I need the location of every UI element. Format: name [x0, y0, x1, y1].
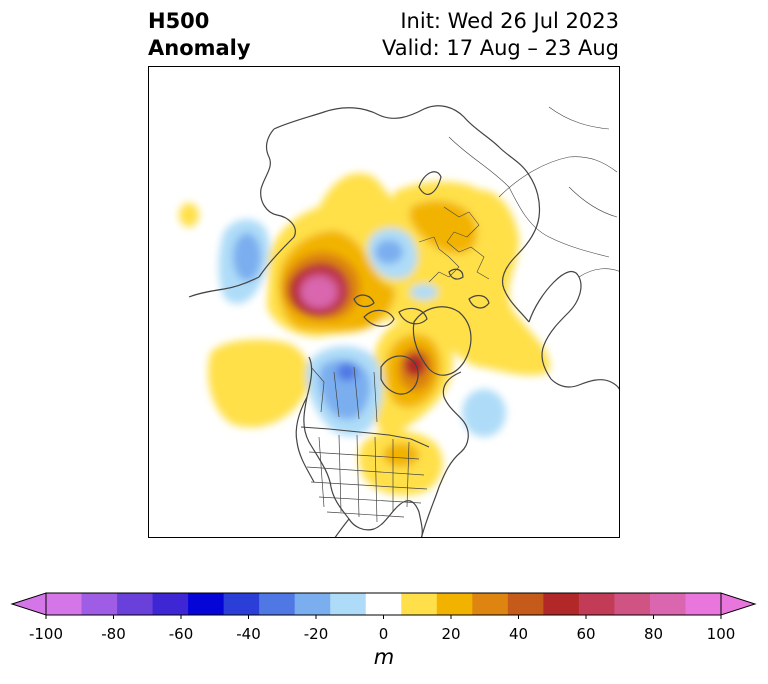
colorbar [0, 585, 768, 625]
anomaly-siberia-east-trough [410, 284, 438, 300]
map-svg [149, 67, 619, 537]
mexico-coast [295, 396, 315, 483]
title-left: H500 Anomaly [148, 8, 251, 62]
anomaly-siberian-trough-core [375, 240, 403, 264]
colorbar-unit-label: m [373, 645, 395, 669]
colorbar-tick-label: 40 [508, 625, 529, 643]
anomaly-ne-pacific-ridge [208, 339, 311, 428]
colorbar-bin [507, 593, 544, 615]
arctic-archipelago-3 [353, 294, 375, 308]
siberia-coast [273, 105, 541, 323]
colorbar-bin [578, 593, 615, 615]
iceland [468, 294, 490, 309]
title-anomaly: Anomaly [148, 36, 251, 60]
colorbar-underflow-arrow [10, 592, 47, 616]
hudson-bay [380, 355, 419, 395]
europe-borders [443, 206, 490, 280]
asia-interior-1 [548, 106, 610, 130]
colorbar-tick-label: 80 [643, 625, 664, 643]
anomaly-pacific-trough-core [233, 233, 261, 281]
colorbar-bin [401, 593, 438, 615]
anomaly-arctic-ridge-core3 [301, 276, 337, 308]
colorbar-bin [294, 593, 331, 615]
colorbar-bin [649, 593, 686, 615]
anomaly-atlantic-trough [462, 389, 506, 437]
title-right: Init: Wed 26 Jul 2023 Valid: 17 Aug – 23… [382, 8, 619, 62]
title-variable: H500 [148, 9, 210, 33]
us-state-borders [306, 434, 428, 523]
arctic-archipelago-1 [363, 309, 395, 327]
east-coast [420, 371, 469, 537]
us-canada-border [300, 426, 430, 448]
svalbard [448, 268, 464, 280]
anomaly-aleutian-ridge [179, 203, 199, 227]
colorbar-bin [188, 593, 225, 615]
colorbar-tick-label: -60 [168, 625, 194, 643]
greenland [412, 306, 472, 376]
valid-range: Valid: 17 Aug – 23 Aug [381, 36, 619, 60]
asia-interior-3 [578, 268, 619, 278]
anomaly-barents-ridge-inner [409, 200, 478, 254]
asia-interior-2 [568, 186, 618, 218]
map-outlines [188, 105, 619, 537]
alaska-coast [258, 128, 296, 278]
aleutian-chain [188, 276, 260, 298]
colorbar-tick-label: -40 [236, 625, 261, 643]
scandinavia [528, 270, 582, 380]
colorbar-bin [259, 593, 296, 615]
colorbar-tick-label: -20 [303, 625, 329, 643]
colorbar-bin [543, 593, 580, 615]
anomaly-hudson-ridge-core [404, 353, 426, 377]
colorbar-tick-label: 20 [441, 625, 461, 643]
arctic-archipelago-2 [398, 307, 428, 325]
colorbar-bin [81, 593, 118, 615]
colorbar-tick-label: 0 [378, 625, 389, 643]
europe-coast [550, 378, 619, 390]
colorbar-bin [117, 593, 154, 615]
europe-borders-2 [418, 236, 460, 283]
colorbar-tick-labels: -100 -80 -60 -40 -20 0 20 40 60 80 100 [0, 625, 768, 645]
anomaly-shading [179, 173, 550, 496]
novaya-zemlya [418, 171, 442, 195]
colorbar-bin [330, 593, 367, 615]
russia-border-1 [448, 136, 610, 258]
colorbar-bin [436, 593, 473, 615]
colorbar-bin [46, 593, 83, 615]
colorbar-bin [472, 593, 509, 615]
colorbar-svg [10, 592, 757, 619]
canada-province-borders [310, 366, 378, 423]
gulf-coast [334, 518, 350, 537]
colorbar-bin [223, 593, 260, 615]
colorbar-bin [614, 593, 651, 615]
colorbar-tick-label: -100 [28, 625, 64, 643]
colorbar-bin [152, 593, 189, 615]
colorbar-tick-label: -80 [101, 625, 126, 643]
colorbar-tick-label: 60 [576, 625, 596, 643]
init-date: Init: Wed 26 Jul 2023 [400, 9, 619, 33]
anomaly-eastern-us-ridge-core [383, 443, 419, 467]
colorbar-overflow-arrow [720, 592, 757, 616]
colorbar-bin [685, 593, 722, 615]
anomaly-map [148, 66, 620, 538]
russia-border-2 [498, 156, 618, 198]
colorbar-tick-label: 100 [706, 625, 736, 643]
colorbar-bin [365, 593, 402, 615]
anomaly-rockies-trough-core [337, 363, 357, 381]
